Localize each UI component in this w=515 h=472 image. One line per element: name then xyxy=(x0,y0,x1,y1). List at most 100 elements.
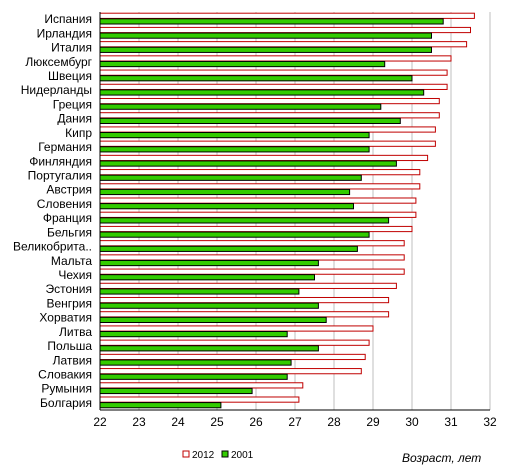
category-label: Бельгия xyxy=(47,225,92,239)
bar-2001 xyxy=(99,245,358,252)
bar-2012 xyxy=(99,12,475,19)
bar-2001 xyxy=(99,103,382,110)
category-labels: ИспанияИрландияИталияЛюксембургШвецияНид… xyxy=(13,12,93,410)
bar-2001 xyxy=(99,387,253,395)
x-tick-label: 25 xyxy=(210,415,224,429)
x-tick-label: 32 xyxy=(483,415,497,429)
category-label: Эстония xyxy=(46,282,93,296)
bar-2012 xyxy=(99,325,374,332)
x-tick-label: 31 xyxy=(444,415,458,429)
bar-2012 xyxy=(99,339,370,346)
bar-2012 xyxy=(99,112,440,119)
bar-2012 xyxy=(99,140,436,147)
bar-2012 xyxy=(99,311,390,318)
bar-2012 xyxy=(99,296,390,304)
category-label: Испания xyxy=(44,12,92,26)
legend-swatch-2012 xyxy=(182,450,190,458)
bar-2001 xyxy=(99,188,351,196)
bar-2001 xyxy=(99,345,319,352)
bar-2012 xyxy=(99,353,366,361)
bar-2001 xyxy=(99,288,300,295)
bar-2012 xyxy=(99,26,471,34)
category-label: Великобрита.. xyxy=(13,240,92,254)
bar-2001 xyxy=(99,174,362,181)
category-label: Польша xyxy=(47,339,92,353)
bar-2001 xyxy=(99,331,288,338)
bar-2001 xyxy=(99,75,413,82)
bar-2012 xyxy=(99,225,413,233)
legend-label-2012: 2012 xyxy=(192,450,215,461)
category-label: Словакия xyxy=(38,367,92,381)
x-tick-label: 26 xyxy=(249,415,263,429)
x-tick-label: 29 xyxy=(366,415,380,429)
bar-2012 xyxy=(99,169,421,176)
bar-2001 xyxy=(99,359,292,366)
category-label: Австрия xyxy=(46,183,92,197)
x-tick-label: 27 xyxy=(288,415,302,429)
category-label: Кипр xyxy=(65,126,92,140)
bar-2012 xyxy=(99,154,429,162)
bar-2001 xyxy=(99,32,432,39)
category-label: Италия xyxy=(51,41,92,55)
x-tick-label: 24 xyxy=(171,415,185,429)
category-label: Литва xyxy=(59,325,92,339)
bar-2001 xyxy=(99,18,444,25)
bar-2001 xyxy=(99,117,401,125)
bar-2012 xyxy=(99,254,405,261)
x-tick-label: 23 xyxy=(132,415,146,429)
category-label: Нидерланды xyxy=(21,83,92,97)
bar-2001 xyxy=(99,217,390,224)
category-label: Румыния xyxy=(41,382,92,396)
bar-2012 xyxy=(99,240,405,247)
bar-2012 xyxy=(99,197,417,204)
bar-2001 xyxy=(99,316,327,323)
bar-2001 xyxy=(99,373,288,380)
bar-2012 xyxy=(99,268,405,275)
bar-2012 xyxy=(99,368,362,375)
bar-2012 xyxy=(99,396,300,403)
bar-2001 xyxy=(99,203,354,210)
x-tick-label: 22 xyxy=(93,415,107,429)
bar-2001 xyxy=(99,402,222,409)
category-label: Словения xyxy=(37,197,92,211)
category-label: Германия xyxy=(38,140,92,154)
bar-2001 xyxy=(99,274,315,281)
bar-2012 xyxy=(99,126,436,133)
bar-2001 xyxy=(99,146,370,153)
category-label: Люксембург xyxy=(25,55,92,69)
bar-2001 xyxy=(99,60,386,68)
bar-2001 xyxy=(99,132,370,139)
category-label: Ирландия xyxy=(37,26,92,40)
x-tick-label: 28 xyxy=(327,415,341,429)
bar-2012 xyxy=(99,382,304,389)
bar-2001 xyxy=(99,160,397,167)
category-label: Португалия xyxy=(28,168,92,182)
x-axis: 22 23 24 25 26 27 28 29 30 31 32 xyxy=(93,12,497,429)
bar-2001 xyxy=(99,302,319,309)
category-label: Латвия xyxy=(53,353,92,367)
legend-swatch-2001 xyxy=(221,450,229,458)
bar-2001 xyxy=(99,46,432,53)
category-label: Чехия xyxy=(58,268,92,282)
category-label: Дания xyxy=(57,112,92,126)
category-label: Венгрия xyxy=(46,296,92,310)
bar-2012 xyxy=(99,41,468,48)
bar-2001 xyxy=(99,231,370,238)
legend-label-2001: 2001 xyxy=(231,450,254,461)
bar-2012 xyxy=(99,282,397,289)
category-label: Болгария xyxy=(40,396,92,410)
x-tick-label: 30 xyxy=(405,415,419,429)
x-axis-title: Возраст, лет xyxy=(402,451,481,465)
category-label: Хорватия xyxy=(39,311,92,325)
category-label: Греция xyxy=(53,97,92,111)
category-label: Швеция xyxy=(48,69,92,83)
legend: 2012 2001 xyxy=(182,450,254,461)
bar-2012 xyxy=(99,83,448,90)
bar-2001 xyxy=(99,259,319,267)
bar-2012 xyxy=(99,55,452,62)
bar-2012 xyxy=(99,97,440,105)
category-label: Финляндия xyxy=(29,154,92,168)
bars xyxy=(99,12,475,409)
bar-2012 xyxy=(99,183,421,190)
